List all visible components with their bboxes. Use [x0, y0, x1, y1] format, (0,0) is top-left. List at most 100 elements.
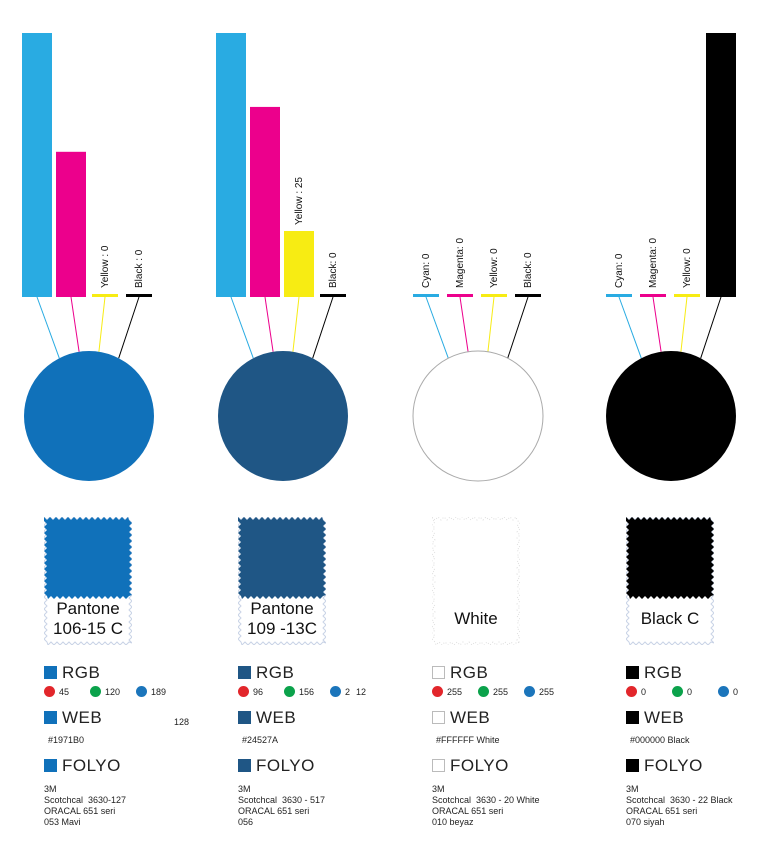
bar-yellow — [674, 294, 700, 297]
rgb-dot — [90, 686, 101, 697]
folyo-square-icon — [238, 759, 251, 772]
bar-label-black: Black: 0 — [328, 252, 339, 288]
web-title: WEB — [644, 708, 685, 727]
folyo-text: 3M Scotchcal 3630-127 ORACAL 651 seri 05… — [44, 784, 127, 827]
rgb-dot — [626, 686, 637, 697]
bar-magenta — [56, 151, 86, 297]
bar-cyan — [606, 294, 632, 297]
rgb-values: 0 0 0 — [626, 686, 765, 698]
rgb-extra-value: 12 — [356, 687, 367, 697]
folyo-title: FOLYO — [62, 756, 121, 775]
web-section: WEB — [432, 708, 612, 728]
web-section: WEB — [238, 708, 418, 728]
rgb-dot — [284, 686, 295, 697]
web-value: #000000 Black — [630, 735, 690, 745]
connector-yellow — [680, 296, 688, 352]
pantone-name-line1: Pantone — [56, 599, 120, 618]
web-section: WEB — [44, 708, 224, 728]
bar-label-yellow: Yellow : 0 — [100, 245, 111, 288]
bar-black — [320, 294, 346, 297]
bar-magenta — [640, 294, 666, 297]
rgb-value: 0 — [641, 687, 647, 697]
folyo-text: 3M Scotchcal 3630 - 22 Black ORACAL 651 … — [626, 784, 733, 827]
rgb-square-icon — [44, 666, 57, 679]
folyo-section: FOLYO — [238, 756, 418, 776]
bar-label-yellow: Yellow : 25 — [294, 177, 305, 225]
rgb-dot — [432, 686, 443, 697]
rgb-values: 96 156 2 12 — [238, 686, 428, 698]
rgb-title: RGB — [644, 663, 683, 682]
connector-magenta — [70, 296, 80, 352]
connector-cyan — [36, 296, 60, 359]
connector-black — [312, 296, 334, 359]
bar-label-black: Black : 0 — [134, 249, 145, 288]
bar-black — [515, 294, 541, 297]
connector-cyan — [230, 296, 254, 359]
folyo-section: FOLYO — [44, 756, 224, 776]
pantone-name-line2: 109 -13C — [247, 619, 317, 638]
rgb-value: 255 — [447, 687, 463, 697]
bar-label-magenta: Magenta: 0 — [648, 238, 659, 288]
web-square-icon — [44, 711, 57, 724]
pantone-stamp: Pantone 109 -13C — [238, 517, 326, 645]
bar-label-magenta: Magenta: 0 — [455, 238, 466, 288]
web-title: WEB — [256, 708, 297, 727]
web-square-icon — [626, 711, 639, 724]
web-value: #FFFFFF White — [436, 735, 500, 745]
connector-magenta — [459, 296, 469, 352]
color-circle — [412, 350, 544, 482]
rgb-value: 0 — [733, 687, 739, 697]
web-title: WEB — [62, 708, 103, 727]
rgb-section: RGB — [238, 663, 418, 683]
bar-label-cyan: Cyan: 0 — [421, 253, 432, 288]
folyo-title: FOLYO — [450, 756, 509, 775]
bar-label-black: Black: 0 — [523, 252, 534, 288]
connector-black — [700, 296, 722, 359]
bar-label-cyan: Cyan: 0 — [614, 253, 625, 288]
rgb-section: RGB — [44, 663, 224, 683]
rgb-dot — [44, 686, 55, 697]
rgb-value: 189 — [151, 687, 167, 697]
folyo-text: 3M Scotchcal 3630 - 517 ORACAL 651 seri … — [238, 784, 326, 827]
pantone-name-line2: Black C — [640, 609, 700, 628]
rgb-values: 45 120 189 128 — [44, 686, 234, 727]
pantone-stamp: Pantone 106-15 C — [44, 517, 132, 645]
connector-yellow — [98, 296, 106, 352]
rgb-dot — [718, 686, 729, 697]
rgb-square-icon — [626, 666, 639, 679]
web-section: WEB — [626, 708, 765, 728]
rgb-dot — [238, 686, 249, 697]
rgb-title: RGB — [450, 663, 489, 682]
rgb-value: 0 — [687, 687, 693, 697]
bar-black — [706, 33, 736, 297]
rgb-dot — [330, 686, 341, 697]
rgb-dot — [136, 686, 147, 697]
bar-black — [126, 294, 152, 297]
rgb-title: RGB — [256, 663, 295, 682]
pantone-stamp: Black C — [626, 517, 714, 645]
rgb-square-icon — [432, 666, 445, 679]
connector-yellow — [292, 296, 300, 352]
web-square-icon — [238, 711, 251, 724]
color-circle — [606, 351, 736, 481]
cmyk-bar-charts: Yellow : 0 Black : 0 Yellow : 25 Black: 0 Cy… — [22, 33, 736, 482]
connector-yellow — [487, 296, 495, 352]
rgb-title: RGB — [62, 663, 101, 682]
color-circle — [218, 351, 348, 481]
folyo-title: FOLYO — [644, 756, 703, 775]
pantone-name-line2: 106-15 C — [53, 619, 123, 638]
web-square-icon — [432, 711, 445, 724]
folyo-section: FOLYO — [626, 756, 765, 776]
connector-cyan — [618, 296, 642, 359]
bar-cyan — [22, 33, 52, 297]
folyo-square-icon — [626, 759, 639, 772]
rgb-value: 45 — [59, 687, 70, 697]
folyo-square-icon — [44, 759, 57, 772]
connector-black — [118, 296, 140, 359]
web-title: WEB — [450, 708, 491, 727]
bar-yellow — [92, 294, 118, 297]
pantone-name-line1: Pantone — [250, 599, 314, 618]
folyo-title: FOLYO — [256, 756, 315, 775]
rgb-square-icon — [238, 666, 251, 679]
bar-label-yellow: Yellow: 0 — [682, 248, 693, 288]
